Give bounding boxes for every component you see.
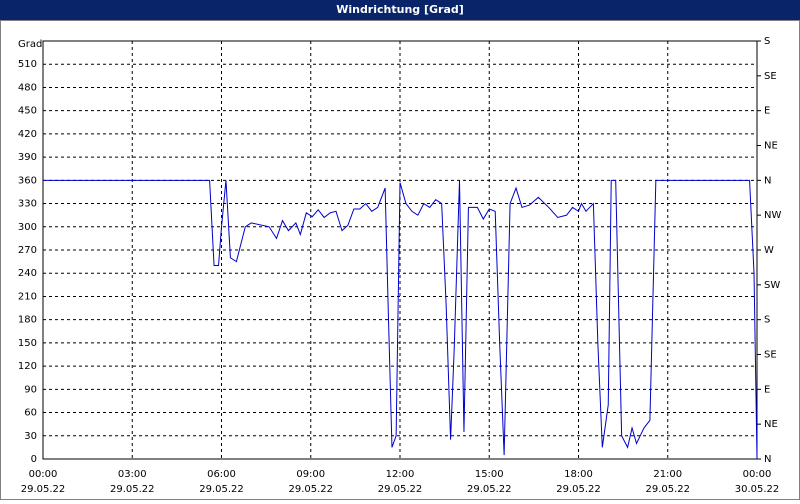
y-tick-label: 60 [24, 408, 37, 419]
x-tick-label: 12:00 [386, 469, 415, 480]
y-tick-label: 510 [18, 59, 37, 70]
y2-tick-label: SE [764, 71, 777, 82]
x-tick-date: 29.05.22 [288, 484, 333, 495]
x-tick-date: 30.05.22 [735, 484, 780, 495]
y2-tick-label: NW [764, 210, 781, 221]
y-tick-label: 480 [18, 82, 37, 93]
y-axis-label: Grad [18, 39, 42, 50]
y-tick-label: 300 [18, 222, 37, 233]
y-tick-label: 210 [18, 291, 37, 302]
y2-tick-label: SW [764, 280, 780, 291]
x-tick-date: 29.05.22 [556, 484, 601, 495]
x-tick-date: 29.05.22 [21, 484, 66, 495]
data-line [43, 179, 758, 460]
x-tick-date: 29.05.22 [199, 484, 244, 495]
y-tick-label: 150 [18, 338, 37, 349]
y-tick-label: 120 [18, 361, 37, 372]
y2-tick-label: E [764, 106, 770, 117]
y-tick-label: 390 [18, 152, 37, 163]
x-tick-date: 29.05.22 [378, 484, 423, 495]
y-tick-label: 180 [18, 315, 37, 326]
y2-tick-label: N [764, 454, 771, 465]
x-tick-label: 00:00 [743, 469, 772, 480]
y2-tick-label: W [764, 245, 774, 256]
title-bar [0, 0, 800, 20]
chart-title: Windrichtung [Grad] [336, 3, 464, 16]
x-tick-date: 29.05.22 [110, 484, 155, 495]
y2-tick-label: E [764, 384, 770, 395]
x-tick-date: 29.05.22 [467, 484, 512, 495]
x-tick-label: 06:00 [207, 469, 236, 480]
y2-tick-label: NE [764, 141, 778, 152]
y2-tick-label: N [764, 175, 771, 186]
y-tick-label: 270 [18, 245, 37, 256]
y2-tick-label: S [764, 315, 770, 326]
x-tick-label: 03:00 [118, 469, 147, 480]
x-tick-label: 18:00 [564, 469, 593, 480]
y2-tick-label: NE [764, 419, 778, 430]
y-tick-label: 360 [18, 175, 37, 186]
x-tick-date: 29.05.22 [645, 484, 690, 495]
x-tick-label: 09:00 [296, 469, 325, 480]
y-tick-label: 420 [18, 129, 37, 140]
y-tick-label: 90 [24, 384, 37, 395]
x-tick-label: 21:00 [653, 469, 682, 480]
x-tick-label: 00:00 [29, 469, 58, 480]
y-tick-label: 330 [18, 199, 37, 210]
y-tick-label: 0 [31, 454, 37, 465]
y-tick-label: 240 [18, 268, 37, 279]
y2-tick-label: SE [764, 350, 777, 361]
x-tick-label: 15:00 [475, 469, 504, 480]
y-tick-label: 450 [18, 106, 37, 117]
y2-tick-label: S [764, 36, 770, 47]
y-tick-label: 30 [24, 431, 37, 442]
